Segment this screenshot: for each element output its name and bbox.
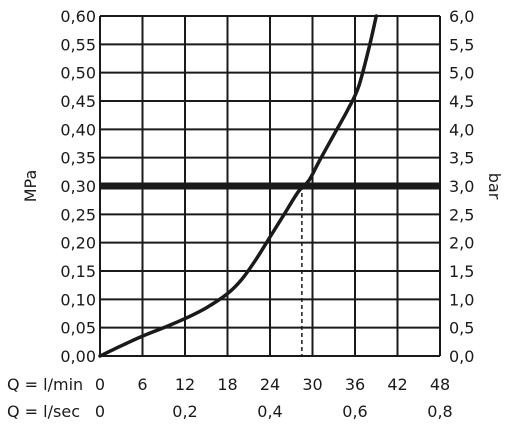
x-lmin-tick-label: 24 bbox=[260, 375, 280, 394]
y-left-tick-label: 0,15 bbox=[60, 262, 96, 281]
x-lmin-tick-label: 30 bbox=[302, 375, 322, 394]
y-axis-right-title: bar bbox=[485, 173, 504, 200]
x-lmin-tick-label: 6 bbox=[137, 375, 147, 394]
y-right-tick-label: 4,0 bbox=[449, 120, 474, 139]
y-right-tick-label: 1,5 bbox=[449, 262, 474, 281]
y-right-tick-label: 3,0 bbox=[449, 177, 474, 196]
x-lmin-tick-label: 12 bbox=[175, 375, 195, 394]
x-lmin-tick-label: 36 bbox=[345, 375, 365, 394]
y-right-tick-label: 3,5 bbox=[449, 149, 474, 168]
y-left-tick-label: 0,60 bbox=[60, 7, 96, 26]
reference-layer bbox=[100, 182, 440, 356]
y-left-tick-label: 0,35 bbox=[60, 149, 96, 168]
x-lmin-tick-label: 42 bbox=[387, 375, 407, 394]
y-right-tick-label: 2,0 bbox=[449, 234, 474, 253]
y-right-tick-label: 0,5 bbox=[449, 319, 474, 338]
x-lmin-tick-label: 18 bbox=[217, 375, 237, 394]
labels-layer: 0,000,050,100,150,200,250,300,350,400,45… bbox=[60, 7, 474, 421]
y-left-tick-label: 0,10 bbox=[60, 290, 96, 309]
y-axis-left-title: MPa bbox=[21, 170, 40, 203]
x-lsec-tick-label: 0 bbox=[95, 402, 105, 421]
y-right-tick-label: 5,0 bbox=[449, 64, 474, 83]
y-left-tick-label: 0,40 bbox=[60, 120, 96, 139]
x-lsec-tick-label: 0,6 bbox=[342, 402, 367, 421]
x-lsec-tick-label: 0,4 bbox=[257, 402, 282, 421]
y-left-tick-label: 0,45 bbox=[60, 92, 96, 111]
x-lsec-tick-label: 0,2 bbox=[172, 402, 197, 421]
y-right-tick-label: 5,5 bbox=[449, 35, 474, 54]
y-left-tick-label: 0,20 bbox=[60, 234, 96, 253]
x-axis-lmin-title: Q = l/min bbox=[7, 375, 83, 394]
x-lsec-tick-label: 0,8 bbox=[427, 402, 452, 421]
y-right-tick-label: 6,0 bbox=[449, 7, 474, 26]
y-left-tick-label: 0,00 bbox=[60, 347, 96, 366]
y-right-tick-label: 0,0 bbox=[449, 347, 474, 366]
y-left-tick-label: 0,25 bbox=[60, 205, 96, 224]
y-right-tick-label: 4,5 bbox=[449, 92, 474, 111]
y-left-tick-label: 0,30 bbox=[60, 177, 96, 196]
curve-layer bbox=[98, 14, 378, 358]
x-axis-lsec-title: Q = l/sec bbox=[7, 402, 80, 421]
y-left-tick-label: 0,55 bbox=[60, 35, 96, 54]
x-lmin-tick-label: 48 bbox=[430, 375, 450, 394]
x-lmin-tick-label: 0 bbox=[95, 375, 105, 394]
y-left-tick-label: 0,50 bbox=[60, 64, 96, 83]
y-left-tick-label: 0,05 bbox=[60, 319, 96, 338]
y-right-tick-label: 2,5 bbox=[449, 205, 474, 224]
flow-pressure-curve bbox=[98, 14, 378, 358]
y-right-tick-label: 1,0 bbox=[449, 290, 474, 309]
